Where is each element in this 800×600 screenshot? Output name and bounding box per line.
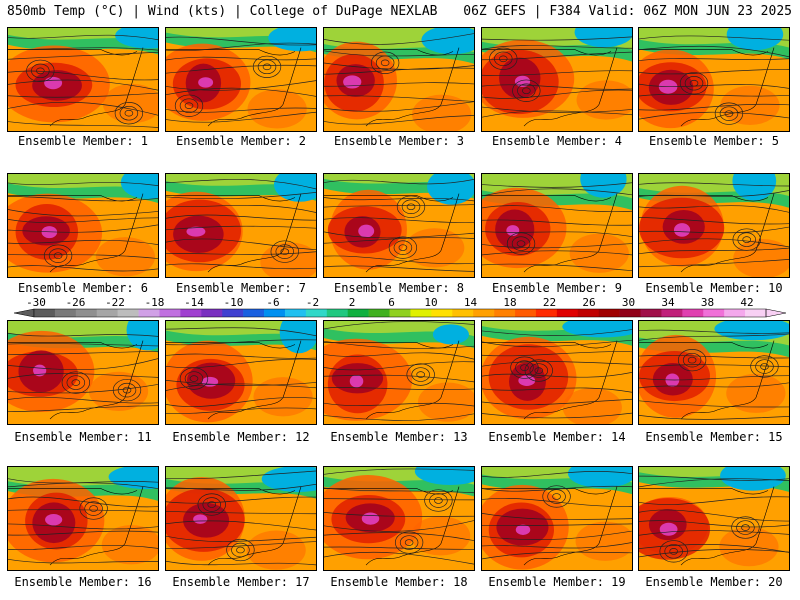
colorbar-swatch <box>368 309 390 317</box>
colorbar-swatch <box>640 309 662 317</box>
ensemble-member-label: Ensemble Member: 19 <box>488 575 626 589</box>
colorbar-swatch <box>431 309 453 317</box>
ensemble-member-map <box>165 27 317 132</box>
colorbar-swatch <box>305 309 328 317</box>
colorbar-tick-label: 10 <box>424 296 438 309</box>
ensemble-member-label: Ensemble Member: 15 <box>645 430 783 444</box>
colorbar-tick-label: 30 <box>621 296 636 309</box>
ensemble-member-map <box>638 27 790 132</box>
colorbar-swatch <box>75 309 98 317</box>
ensemble-member-label: Ensemble Member: 17 <box>172 575 310 589</box>
colorbar-max-arrow <box>765 308 787 318</box>
colorbar-swatch <box>264 309 286 317</box>
colorbar-swatch <box>222 309 244 317</box>
ensemble-member-label: Ensemble Member: 16 <box>14 575 152 589</box>
ensemble-member-map <box>165 173 317 278</box>
ensemble-member-map <box>481 466 633 571</box>
colorbar-swatch <box>117 309 139 317</box>
colorbar-swatch <box>473 309 495 317</box>
ensemble-member-label: Ensemble Member: 1 <box>17 134 149 148</box>
ensemble-member-map <box>638 173 790 278</box>
colorbar-swatch <box>410 309 432 317</box>
ensemble-member-label: Ensemble Member: 10 <box>645 281 783 295</box>
ensemble-member-label: Ensemble Member: 7 <box>175 281 307 295</box>
ensemble-member-map <box>7 173 159 278</box>
colorbar-tick-label: -26 <box>65 296 86 309</box>
colorbar-swatch <box>577 309 599 317</box>
colorbar-swatch <box>201 309 223 317</box>
ensemble-member-label: Ensemble Member: 3 <box>333 134 465 148</box>
ensemble-member-label: Ensemble Member: 20 <box>645 575 783 589</box>
colorbar-swatch <box>326 309 349 317</box>
colorbar-swatch <box>724 309 746 317</box>
colorbar-tick-label: -18 <box>144 296 165 309</box>
ensemble-member-label: Ensemble Member: 18 <box>330 575 468 589</box>
colorbar-tick-label: 18 <box>503 296 517 309</box>
colorbar-swatch <box>494 309 516 317</box>
colorbar-swatch <box>159 309 181 317</box>
colorbar-swatch <box>598 309 620 317</box>
ensemble-member-map <box>481 320 633 425</box>
colorbar-tick-label: -30 <box>26 296 46 309</box>
colorbar-swatch <box>515 309 537 317</box>
ensemble-member-label: Ensemble Member: 12 <box>172 430 310 444</box>
colorbar-tick-label: 26 <box>582 296 596 309</box>
colorbar-swatch <box>556 309 579 317</box>
ensemble-member-map <box>323 173 475 278</box>
colorbar-tick-label: -6 <box>266 296 280 309</box>
ensemble-member-label: Ensemble Member: 4 <box>491 134 623 148</box>
ensemble-member-map <box>165 320 317 425</box>
colorbar-tick-label: 42 <box>740 296 754 309</box>
ensemble-member-label: Ensemble Member: 8 <box>333 281 465 295</box>
map-title: 850mb Temp (°C) | Wind (kts) | College o… <box>7 4 438 19</box>
colorbar-tick-label: -2 <box>305 296 320 309</box>
colorbar-swatch <box>34 309 56 317</box>
colorbar-swatch <box>452 309 474 317</box>
colorbar-swatch <box>96 309 118 317</box>
ensemble-member-label: Ensemble Member: 6 <box>17 281 149 295</box>
colorbar-swatch <box>619 309 641 317</box>
ensemble-member-map <box>7 466 159 571</box>
colorbar-tick-label: 22 <box>542 296 557 309</box>
colorbar-min-arrow <box>13 308 35 318</box>
ensemble-member-map <box>481 27 633 132</box>
colorbar-tick-label: -22 <box>105 296 125 309</box>
colorbar-swatch <box>535 309 558 317</box>
colorbar-swatch <box>54 309 77 317</box>
colorbar-swatch <box>243 309 265 317</box>
ensemble-member-label: Ensemble Member: 2 <box>175 134 307 148</box>
colorbar-tick-label: 34 <box>661 296 675 309</box>
ensemble-member-map <box>638 320 790 425</box>
ensemble-member-label: Ensemble Member: 5 <box>648 134 780 148</box>
colorbar-tick-label: 38 <box>700 296 715 309</box>
colorbar-tick-label: 2 <box>348 296 356 309</box>
colorbar-swatch <box>138 309 160 317</box>
colorbar-tick-label: 14 <box>463 296 478 309</box>
ensemble-member-label: Ensemble Member: 14 <box>488 430 626 444</box>
ensemble-member-map <box>165 466 317 571</box>
colorbar-tick-label: 6 <box>388 296 395 309</box>
colorbar-swatch <box>347 309 369 317</box>
ensemble-member-map <box>323 466 475 571</box>
ensemble-member-map <box>323 320 475 425</box>
ensemble-member-map <box>481 173 633 278</box>
colorbar-swatch <box>703 309 725 317</box>
colorbar-swatch <box>180 309 202 317</box>
colorbar-swatch <box>661 309 683 317</box>
ensemble-member-map <box>323 27 475 132</box>
ensemble-member-label: Ensemble Member: 13 <box>330 430 468 444</box>
valid-time: 06Z GEFS | F384 Valid: 06Z MON JUN 23 20… <box>463 4 792 19</box>
colorbar-swatch <box>682 309 704 317</box>
ensemble-member-map <box>7 320 159 425</box>
ensemble-member-map <box>7 27 159 132</box>
ensemble-member-label: Ensemble Member: 11 <box>14 430 152 444</box>
colorbar-tick-label: -14 <box>184 296 204 309</box>
colorbar-swatch <box>389 309 411 317</box>
ensemble-member-map <box>638 466 790 571</box>
colorbar-swatch <box>284 309 307 317</box>
ensemble-member-label: Ensemble Member: 9 <box>491 281 623 295</box>
colorbar-tick-label: -10 <box>223 296 244 309</box>
temperature-colorbar <box>13 308 787 318</box>
colorbar-swatch <box>745 309 767 317</box>
